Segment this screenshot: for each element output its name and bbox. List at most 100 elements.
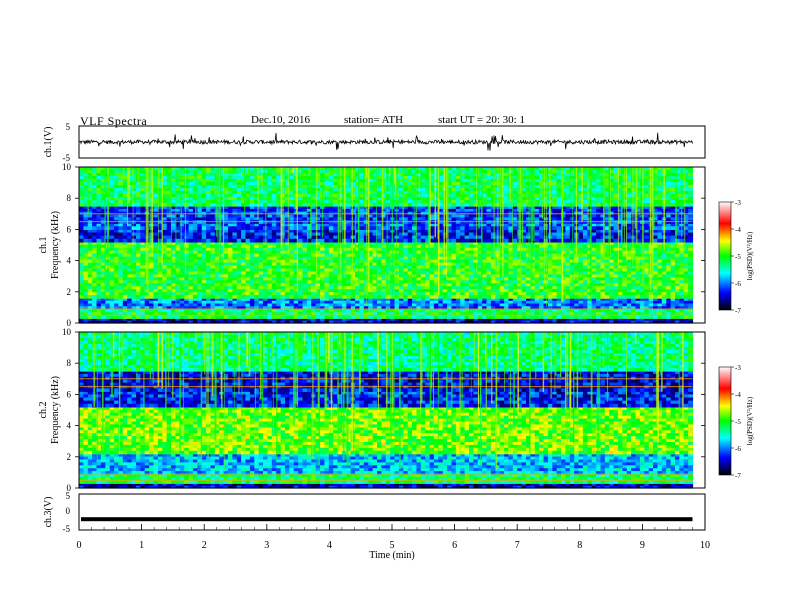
spectrogram-cell	[280, 295, 286, 299]
spectrogram-cell	[350, 300, 356, 305]
spectrogram-cell	[311, 320, 317, 324]
spectrogram-cell	[473, 306, 479, 310]
spectrogram-cell	[429, 315, 435, 319]
spectrogram-cell	[368, 274, 374, 278]
spectrogram-cell	[521, 241, 527, 246]
spectrogram-cell	[631, 300, 637, 305]
spectrogram-cell	[438, 277, 444, 281]
spectrogram-cell	[306, 241, 312, 246]
spectrogram-cell	[136, 300, 141, 305]
spectrogram-cell	[83, 268, 89, 273]
spectrogram-cell	[249, 235, 255, 240]
spectrogram-cell	[587, 312, 593, 316]
spectrogram-cell	[179, 259, 185, 264]
spectrogram-cell	[122, 315, 128, 319]
spectrogram-cell	[679, 280, 685, 284]
spectrogram-cell	[486, 226, 492, 230]
spectrogram-cell	[214, 303, 220, 307]
spectrogram-cell	[486, 283, 492, 287]
spectrogram-cell	[508, 271, 514, 275]
spectrogram-cell	[547, 244, 553, 249]
spectrogram-cell	[451, 274, 457, 278]
spectrogram-cell	[337, 280, 343, 284]
spectrogram-cell	[166, 280, 172, 284]
spectrogram-cell	[153, 320, 159, 324]
spectrogram-cell	[127, 241, 133, 246]
spectrogram-cell	[328, 265, 334, 270]
spectrogram-cell	[482, 315, 488, 319]
spectrogram-cell	[390, 298, 396, 302]
spectrogram-cell	[653, 300, 658, 305]
spectrogram-cell	[433, 303, 439, 307]
spectrogram-cell	[315, 309, 321, 313]
spectrogram-cell	[162, 271, 168, 275]
spectrogram-cell	[87, 283, 93, 287]
spectrogram-cell	[666, 262, 672, 267]
spectrogram-cell	[201, 271, 207, 275]
spectrogram-cell	[398, 309, 404, 313]
spectrogram-cell	[561, 280, 566, 284]
spectrogram-cell	[184, 271, 190, 275]
spectrogram-cell	[609, 253, 615, 258]
spectrogram-cell	[254, 241, 260, 246]
spectrogram-cell	[214, 226, 220, 230]
spectrogram-cell	[626, 253, 632, 258]
spectrogram-cell	[114, 295, 120, 299]
spectrogram-cell	[420, 238, 426, 243]
spectrogram-cell	[271, 295, 277, 299]
spectrogram-cell	[504, 241, 510, 246]
spectrogram-cell	[337, 259, 343, 264]
spectrogram-cell	[688, 303, 694, 307]
spectrogram-cell	[495, 277, 501, 281]
spectrogram-cell	[285, 280, 290, 284]
spectrogram-cell	[499, 320, 505, 324]
spectrogram-cell	[118, 318, 124, 322]
spectrogram-cell	[547, 295, 553, 299]
spectrogram-cell	[377, 280, 382, 284]
spectrogram-cell	[547, 300, 553, 305]
spectrogram-cell	[214, 315, 220, 319]
spectrogram-cell	[188, 283, 194, 287]
spectrogram-cell	[131, 303, 137, 307]
spectrogram-cell	[574, 271, 580, 275]
spectrogram-cell	[381, 259, 387, 264]
spectrogram-cell	[350, 259, 356, 264]
spectrogram-cell	[578, 320, 584, 324]
spectrogram-cell	[83, 253, 89, 258]
spectrogram-cell	[381, 256, 387, 261]
spectrogram-cell	[289, 280, 295, 284]
spectrogram-cell	[285, 259, 290, 264]
spectrogram-cell	[306, 300, 312, 305]
spectrogram-cell	[631, 309, 637, 313]
spectrogram-cell	[403, 241, 409, 246]
spectrogram-cell	[574, 309, 580, 313]
spectrogram-cell	[306, 295, 312, 299]
spectrogram-cell	[534, 226, 540, 230]
spectrogram-cell	[552, 303, 558, 307]
spectrogram-cell	[618, 265, 623, 270]
spectrogram-cell	[648, 309, 654, 313]
spectrogram-cell	[350, 244, 356, 249]
spectrogram-cell	[271, 268, 277, 273]
spectrogram-cell	[232, 244, 238, 249]
spectrogram-cell	[267, 295, 273, 299]
spectrogram-cell	[315, 283, 321, 287]
spectrogram-cell	[377, 259, 382, 264]
spectrogram-cell	[188, 262, 194, 267]
spectrogram-cell	[210, 320, 216, 324]
spectrogram-cell	[136, 318, 141, 322]
spectrogram-cell	[337, 241, 343, 246]
spectrogram-cell	[390, 315, 396, 319]
spectrogram-cell	[626, 271, 632, 275]
spectrogram-cell	[127, 295, 133, 299]
spectrogram-cell	[596, 235, 602, 240]
spectrogram-cell	[118, 238, 124, 243]
spectrogram-cell	[543, 256, 549, 261]
spectrogram-cell	[249, 300, 255, 305]
spectrogram-cell	[626, 298, 632, 302]
spectrogram-cell	[666, 265, 672, 270]
spectrogram-cell	[429, 300, 435, 305]
spectrogram-cell	[214, 277, 220, 281]
spectrogram-cell	[136, 268, 141, 273]
spectrogram-cell	[324, 253, 330, 258]
